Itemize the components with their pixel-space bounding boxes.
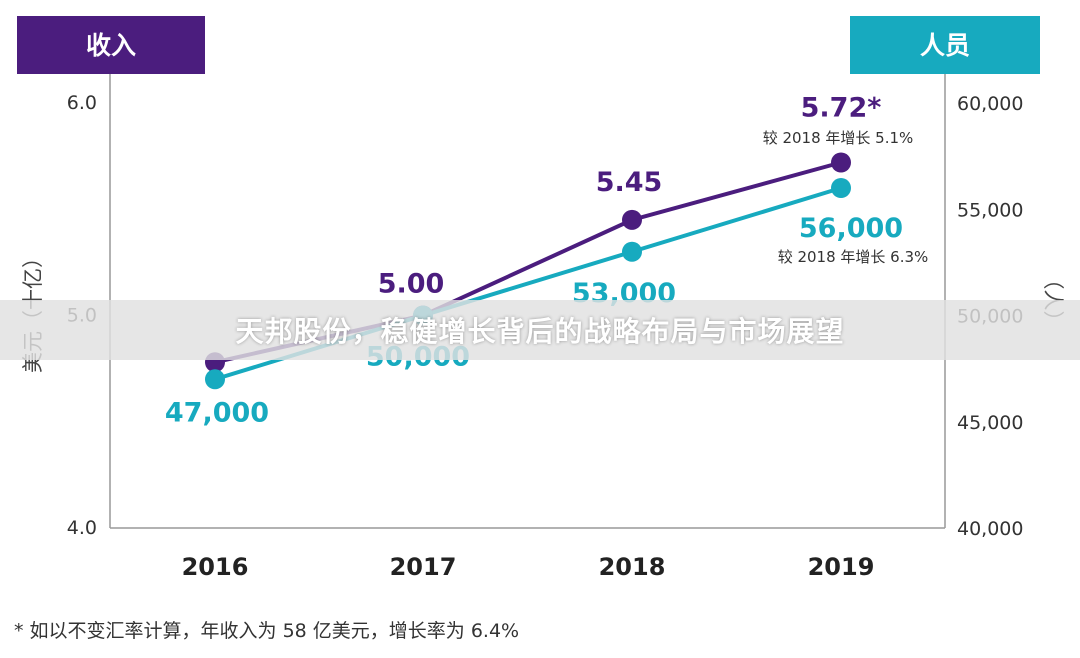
x-tick-label: 2016 — [182, 553, 249, 581]
revenue-growth-note: 较 2018 年增长 5.1% — [763, 129, 914, 147]
right-axis-header-box — [850, 16, 1040, 74]
chart-footnote: * 如以不变汇率计算，年收入为 58 亿美元，增长率为 6.4% — [14, 620, 520, 642]
left-axis-header: 收入 — [86, 31, 136, 60]
revenue-point — [622, 209, 642, 230]
staff-data-label: 56,000 — [799, 213, 903, 244]
staff-point — [205, 369, 225, 390]
right-tick-label: 60,000 — [957, 93, 1023, 115]
x-tick-label: 2017 — [390, 553, 457, 581]
staff-point — [622, 241, 642, 262]
staff-growth-note: 较 2018 年增长 6.3% — [778, 248, 929, 266]
right-tick-label: 45,000 — [957, 412, 1023, 434]
revenue-data-label: 5.72* — [801, 93, 882, 124]
staff-point — [831, 178, 851, 198]
staff-data-label: 47,000 — [165, 397, 269, 428]
left-axis-header-box — [17, 16, 205, 74]
revenue-point — [831, 152, 851, 173]
overlay-title: 天邦股份，稳健增长背后的战略布局与市场展望 — [235, 315, 845, 348]
overlay-banner: 天邦股份，稳健增长背后的战略布局与市场展望 — [0, 300, 1080, 360]
revenue-data-label: 5.45 — [596, 167, 663, 198]
right-tick-label: 55,000 — [957, 199, 1023, 221]
left-tick-label: 6.0 — [67, 92, 97, 114]
x-tick-label: 2018 — [599, 553, 666, 581]
left-tick-label: 4.0 — [67, 517, 97, 539]
revenue-data-label: 5.00 — [378, 269, 445, 300]
right-axis-header: 人员 — [920, 31, 970, 60]
x-tick-label: 2019 — [808, 553, 875, 581]
right-tick-label: 40,000 — [957, 518, 1023, 540]
